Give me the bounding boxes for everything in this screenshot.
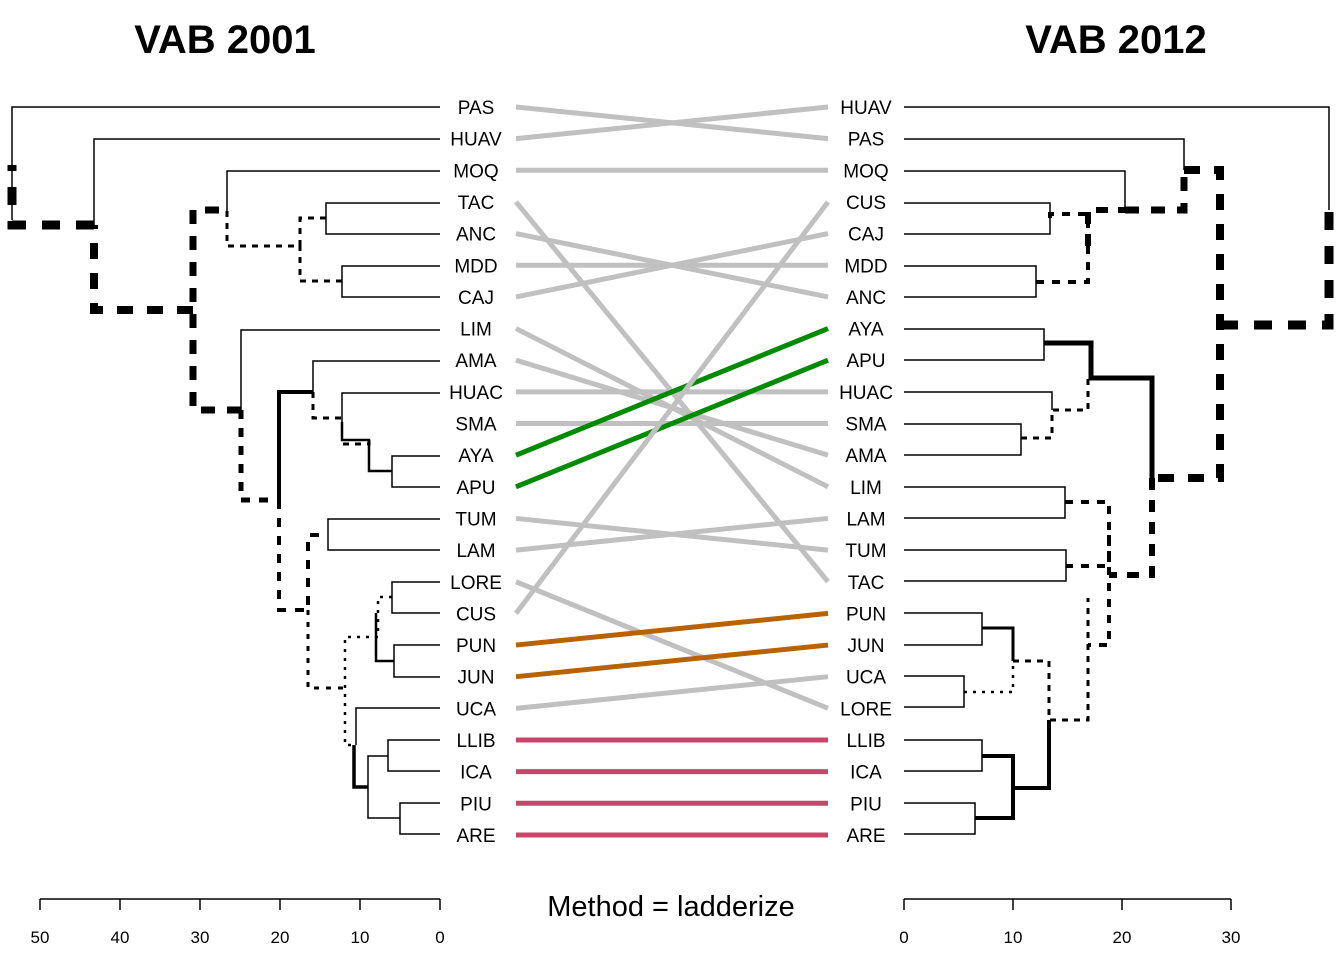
left-leaf-label: MDD: [454, 256, 497, 277]
right-leaf-label: PIU: [850, 794, 882, 815]
left-axis-tick: 10: [351, 928, 370, 947]
left-leaf-label: PAS: [458, 98, 495, 119]
right-leaf-label: LIM: [850, 478, 882, 499]
left-axis-tick: 20: [271, 928, 290, 947]
left-leaf-label: ANC: [456, 225, 496, 246]
right-leaf-label: HUAC: [839, 383, 893, 404]
connector-aya: [515, 326, 829, 458]
right-leaf-label: MDD: [844, 256, 887, 277]
right-leaf-label: CAJ: [848, 225, 884, 246]
left-leaf-label: TUM: [455, 509, 496, 530]
right-leaf-label: SMA: [845, 415, 887, 436]
method-label: Method = ladderize: [547, 891, 794, 923]
left-leaf-label: PIU: [460, 794, 492, 815]
left-leaf-label: CUS: [456, 604, 496, 625]
connector-huav: [515, 104, 829, 142]
left-leaf-label: CAJ: [458, 288, 494, 309]
left-leaf-label: SMA: [455, 415, 497, 436]
right-leaf-label: ARE: [846, 826, 885, 847]
right-leaf-label: LLIB: [846, 731, 885, 752]
right-leaf-label: TAC: [848, 573, 885, 594]
right-leaf-label: AMA: [845, 446, 887, 467]
left-leaf-label: AMA: [455, 351, 497, 372]
right-leaf-label: LAM: [846, 509, 885, 530]
left-leaf-label: PUN: [456, 636, 496, 657]
right-axis-tick: 20: [1113, 928, 1132, 947]
left-leaf-labels: PAS HUAV MOQ TAC ANC MDD CAJ LIM AMA HUAC SMA AYA AP…: [449, 98, 503, 847]
left-dendrogram: [7, 106, 440, 835]
right-axis-tick: 0: [899, 928, 908, 947]
left-axis-tick: 30: [191, 928, 210, 947]
right-leaf-label: UCA: [846, 668, 886, 689]
left-leaf-label: LORE: [450, 573, 502, 594]
left-leaf-label: MOQ: [453, 161, 498, 182]
right-dendrogram: [904, 106, 1334, 835]
left-leaf-label: LLIB: [456, 731, 495, 752]
left-height-axis: 50 40 30 20 10 0: [31, 898, 445, 947]
left-leaf-label: ICA: [460, 763, 492, 784]
right-leaf-label: PUN: [846, 604, 886, 625]
right-leaf-label: ICA: [850, 763, 882, 784]
left-leaf-label: UCA: [456, 699, 496, 720]
right-leaf-label: MOQ: [843, 161, 888, 182]
right-leaf-label: JUN: [848, 636, 885, 657]
right-tree-title: VAB 2012: [1025, 18, 1207, 62]
right-leaf-label: ANC: [846, 288, 886, 309]
left-leaf-label: LAM: [456, 541, 495, 562]
connector-apu: [515, 357, 829, 490]
left-leaf-label: AYA: [458, 446, 494, 467]
left-leaf-label: TAC: [458, 193, 495, 214]
right-leaf-label: HUAV: [840, 98, 892, 119]
connector-pun: [515, 610, 829, 648]
right-leaf-label: CUS: [846, 193, 886, 214]
left-axis-tick: 50: [31, 928, 50, 947]
left-leaf-label: LIM: [460, 320, 492, 341]
left-leaf-label: JUN: [458, 668, 495, 689]
connector-caj: [515, 231, 829, 300]
left-tree-title: VAB 2001: [134, 18, 316, 62]
connector-uca: [515, 674, 829, 711]
connector-jun: [515, 642, 829, 680]
right-leaf-label: TUM: [845, 541, 886, 562]
right-leaf-labels: HUAV PAS MOQ CUS CAJ MDD ANC AYA APU HUAC SMA AMA LI…: [839, 98, 893, 847]
right-axis-tick: 10: [1004, 928, 1023, 947]
left-leaf-label: ARE: [456, 826, 495, 847]
connector-lore: [515, 579, 829, 711]
connector-cus: [514, 200, 830, 615]
left-axis-tick: 40: [111, 928, 130, 947]
right-leaf-label: APU: [846, 351, 885, 372]
left-axis-tick: 0: [435, 928, 444, 947]
left-leaf-label: APU: [456, 478, 495, 499]
connector-lines: [514, 104, 830, 838]
right-axis-tick: 30: [1222, 928, 1241, 947]
right-leaf-label: PAS: [848, 130, 885, 151]
right-leaf-label: AYA: [848, 320, 884, 341]
right-leaf-label: LORE: [840, 699, 892, 720]
left-leaf-label: HUAC: [449, 383, 503, 404]
left-leaf-label: HUAV: [450, 130, 502, 151]
right-height-axis: 0 10 20 30: [899, 898, 1241, 947]
